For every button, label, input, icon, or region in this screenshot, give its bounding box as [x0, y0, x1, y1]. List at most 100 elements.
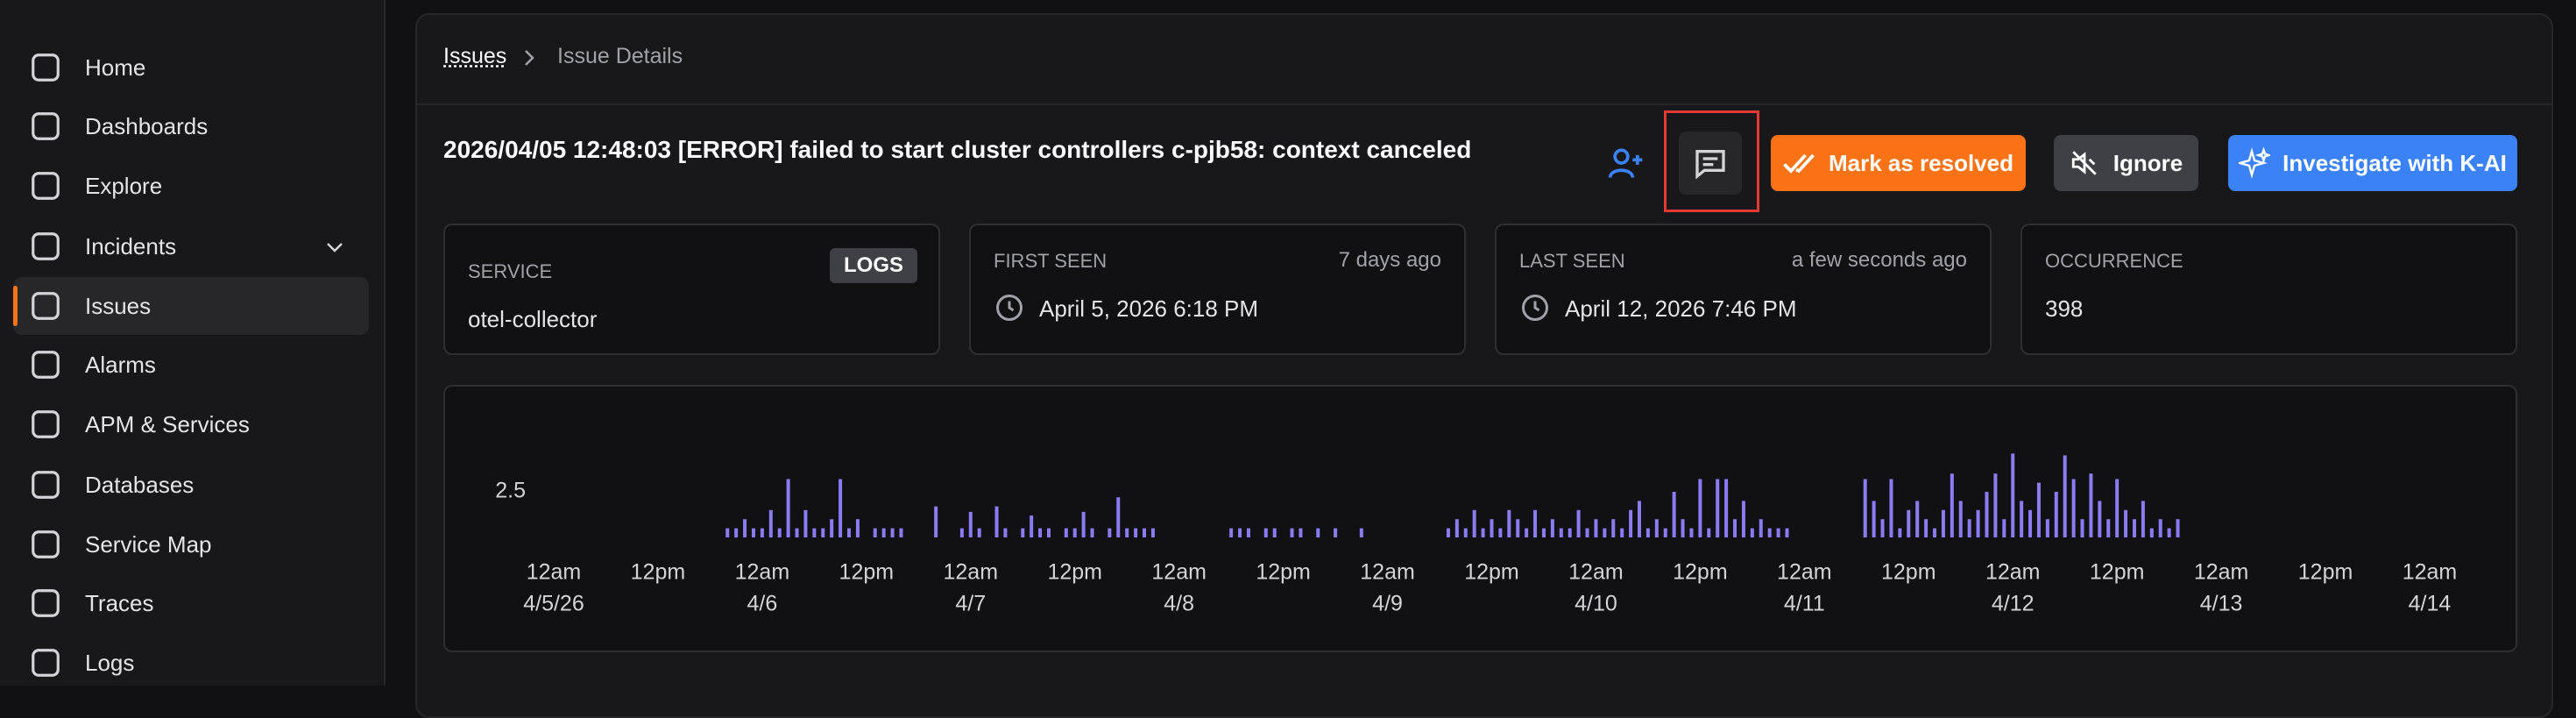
nav-label: Dashboards	[85, 112, 209, 139]
bar	[1941, 509, 1945, 537]
bar	[2020, 501, 2024, 537]
bar	[1125, 528, 1129, 537]
nav-item[interactable]: Databases	[13, 456, 369, 514]
bar	[1880, 519, 1885, 537]
sidebar: Home Dashboards Explore Incidents Issues Alar…	[0, 0, 386, 686]
card-value: April 12, 2026 7:46 PM	[1565, 295, 1797, 322]
bar	[1672, 492, 1676, 537]
nav-item[interactable]: Traces	[13, 574, 369, 632]
bar	[977, 528, 981, 537]
bar	[2106, 519, 2111, 537]
bar	[1872, 501, 1876, 537]
nav-icon	[32, 530, 60, 558]
x-tick-label: 12am	[2194, 560, 2249, 585]
bar	[2036, 482, 2041, 537]
bar	[1272, 528, 1277, 537]
service-card: SERVICE LOGS otel-collector	[443, 224, 940, 355]
nav-icon	[32, 471, 60, 499]
bar	[1759, 519, 1763, 537]
bar	[1915, 501, 1920, 537]
bar	[734, 528, 739, 537]
nav-item[interactable]: APM & Services	[13, 395, 369, 453]
chevron[interactable]	[324, 237, 345, 258]
comment-button[interactable]	[1679, 132, 1742, 195]
x-tick-date: 4/9	[1372, 592, 1403, 616]
highlight-box	[1664, 110, 1759, 212]
bar	[1533, 509, 1538, 537]
bar	[1108, 528, 1112, 537]
bar	[968, 511, 973, 537]
bar	[839, 479, 843, 537]
nav-item[interactable]: Logs	[13, 634, 369, 692]
nav-label: Explore	[85, 172, 163, 199]
bar	[847, 528, 852, 537]
bar	[2063, 455, 2067, 537]
divider	[415, 103, 2551, 105]
nav-label: Home	[85, 53, 146, 81]
nav-item[interactable]: Alarms	[13, 336, 369, 394]
bar	[1550, 519, 1554, 537]
nav-label: Databases	[85, 471, 195, 498]
nav-icon	[32, 649, 60, 677]
bar	[2176, 519, 2180, 537]
bar	[1003, 528, 1008, 537]
bar	[1246, 528, 1250, 537]
bar	[1334, 528, 1338, 537]
nav-item[interactable]: Dashboards	[13, 97, 369, 155]
bar	[1863, 479, 1867, 537]
nav-icon	[32, 410, 60, 438]
assign-button[interactable]	[1607, 144, 1645, 182]
ignore-button[interactable]: Ignore	[2054, 135, 2198, 191]
bar	[1950, 473, 1954, 537]
x-tick-label: 12pm	[1256, 560, 1311, 585]
bar	[994, 506, 999, 537]
bar	[2167, 528, 2171, 537]
button-label: Mark as resolved	[1828, 149, 2013, 176]
nav-item[interactable]: Home	[13, 39, 369, 96]
nav-icon	[32, 53, 60, 82]
bar	[1541, 528, 1546, 537]
bar	[1767, 528, 1772, 537]
bar	[768, 509, 773, 537]
x-tick-label: 12am	[944, 560, 999, 585]
bar	[2158, 519, 2162, 537]
bar	[2132, 519, 2136, 537]
investigate-button[interactable]: Investigate with K-AI	[2228, 135, 2517, 191]
bar	[855, 519, 860, 537]
nav-item[interactable]: Service Map	[13, 515, 369, 573]
nav-icon	[32, 172, 60, 200]
bar	[873, 528, 877, 537]
bar	[1629, 509, 1633, 537]
card-value: 398	[2045, 295, 2084, 322]
breadcrumb-current: Issue Details	[557, 44, 683, 68]
bar	[1299, 528, 1303, 537]
x-tick-label: 12pm	[2298, 560, 2353, 585]
last-seen-card: LAST SEEN a few seconds ago April 12, 20…	[1495, 224, 1992, 355]
nav-item[interactable]: Issues	[13, 277, 369, 335]
bar	[934, 506, 938, 537]
card-value: otel-collector	[468, 306, 598, 332]
issue-title: 2026/04/05 12:48:03 [ERROR] failed to st…	[443, 136, 1472, 163]
bar	[1359, 528, 1363, 537]
bar	[1090, 528, 1094, 537]
bar	[821, 528, 825, 537]
button-label: Ignore	[2112, 149, 2183, 176]
bar	[1229, 528, 1234, 537]
x-tick-label: 12am	[1151, 560, 1207, 585]
breadcrumb-separator	[525, 50, 534, 66]
card-label: LAST SEEN	[1519, 250, 1625, 272]
logs-badge[interactable]: LOGS	[829, 248, 917, 283]
bar	[2071, 479, 2076, 537]
resolve-button[interactable]: Mark as resolved	[1771, 135, 2026, 191]
bar	[1238, 528, 1242, 537]
nav-item[interactable]: Explore	[13, 157, 369, 215]
breadcrumb-link[interactable]: Issues	[443, 44, 507, 68]
chart: 2.5 12am 4/5/26 12pm 12am 4/6 12pm 12am 4/7 12pm 1…	[495, 453, 2457, 616]
nav-item[interactable]: Incidents	[13, 217, 369, 275]
nav-label: APM & Services	[85, 410, 250, 437]
bar	[890, 528, 895, 537]
bar	[1698, 479, 1702, 537]
nav-icon	[32, 112, 60, 140]
x-tick-date: 4/10	[1575, 592, 1617, 616]
x-tick-date: 4/12	[1992, 592, 2035, 616]
